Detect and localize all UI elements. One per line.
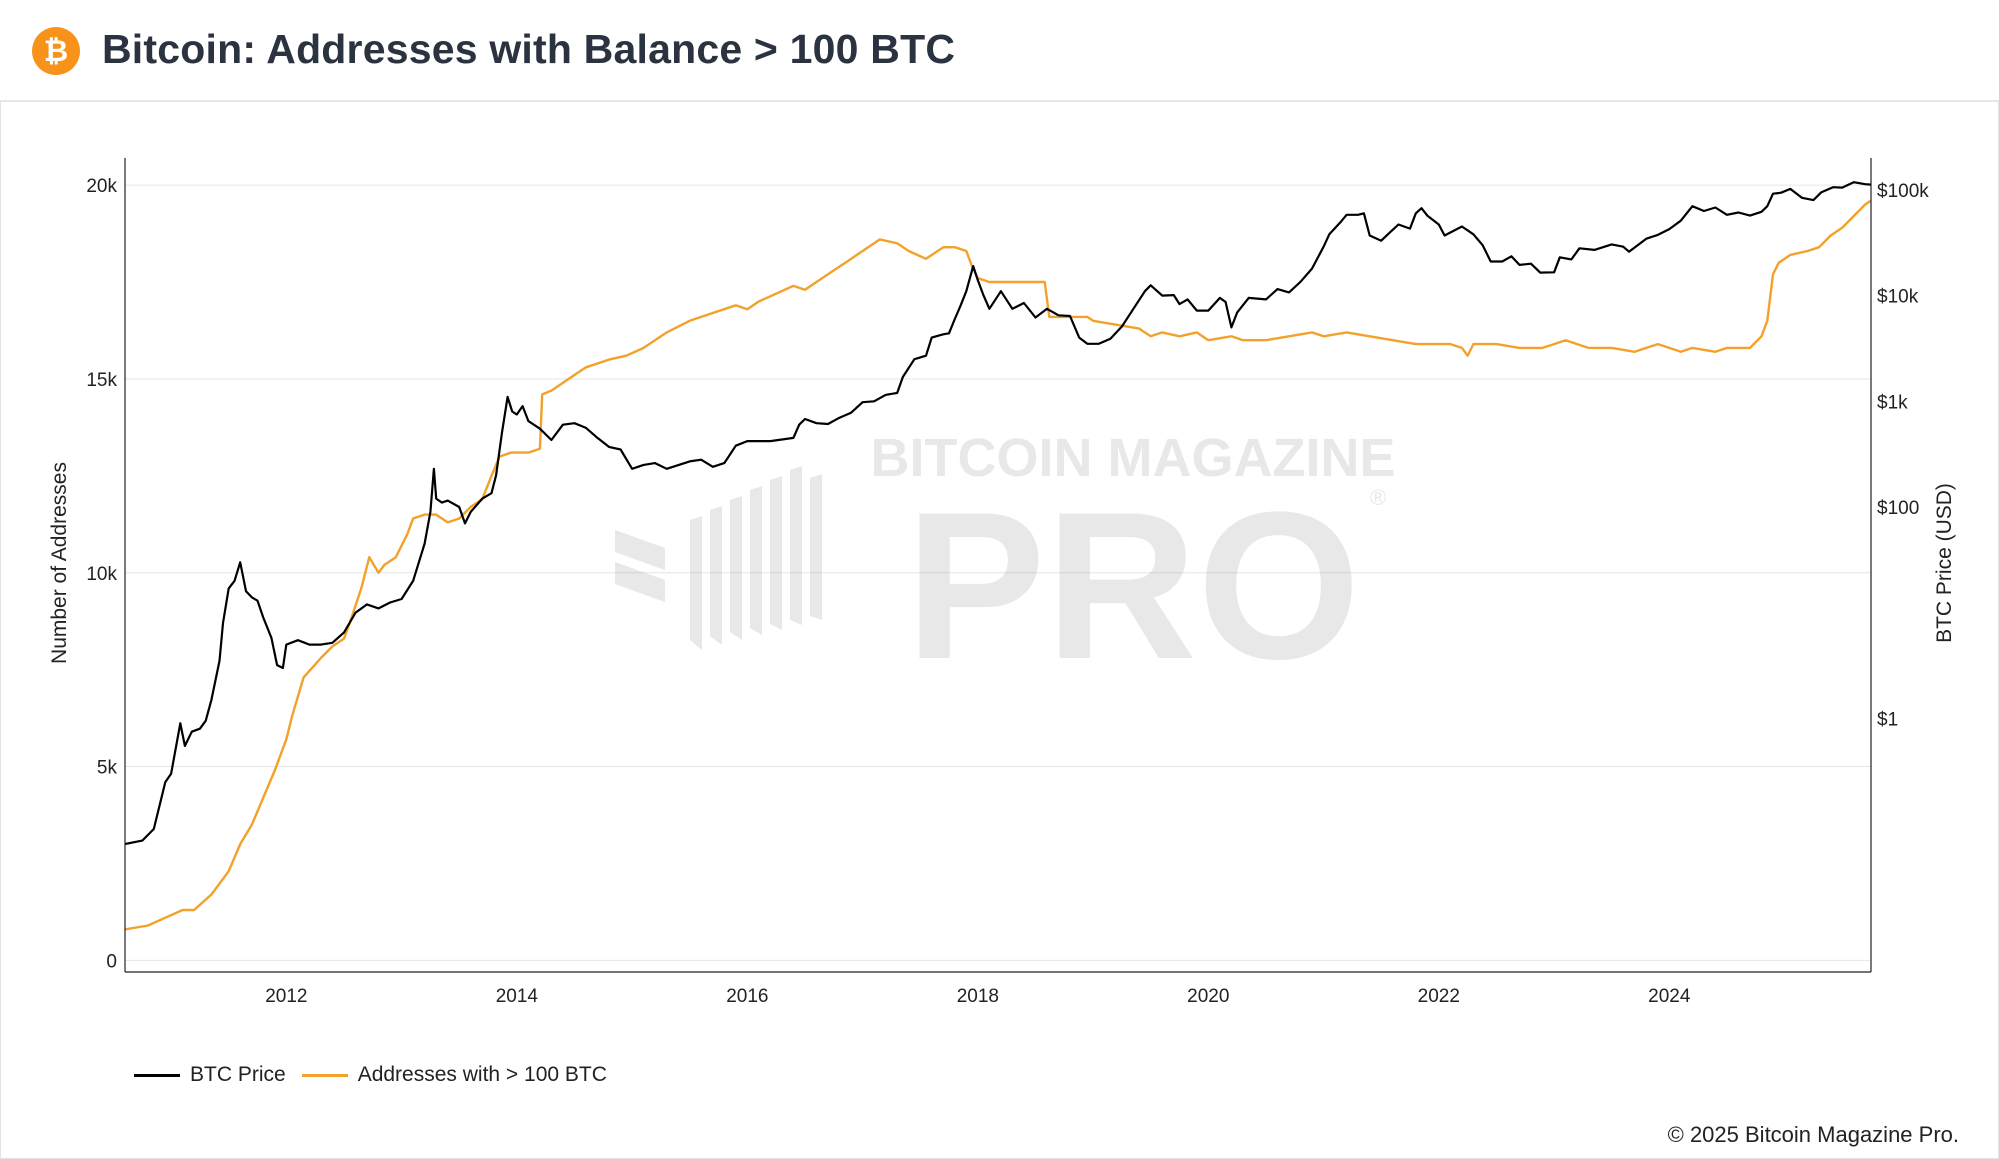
axes xyxy=(124,158,1872,973)
watermark-registered-mark: ® xyxy=(1370,485,1386,510)
y-right-tick-label: $1k xyxy=(1877,392,1908,413)
watermark-emblem xyxy=(615,466,822,650)
y-left-tick-label: 0 xyxy=(106,951,117,972)
x-tick-label: 2014 xyxy=(496,986,539,1007)
y-left-tick-label: 15k xyxy=(86,370,117,391)
watermark-line1: BITCOIN MAGAZINE xyxy=(871,428,1396,488)
legend-label-btc-price: BTC Price xyxy=(190,1063,286,1086)
y-axis-left-label: Number of Addresses xyxy=(48,462,71,664)
axis-ticks: 0 5k 10k 15k 20k $1 $100 $1k $10k $100k 2012 2014 20… xyxy=(86,176,1929,1007)
page-title: Bitcoin: Addresses with Balance > 100 BT… xyxy=(102,26,956,72)
y-right-tick-label: $100 xyxy=(1877,498,1919,519)
gridlines xyxy=(125,184,1871,961)
legend-swatch-addresses xyxy=(301,1073,348,1077)
legend-item-btc-price[interactable]: BTC Price xyxy=(134,1063,286,1087)
copyright-footer: © 2025 Bitcoin Magazine Pro. xyxy=(1667,1122,1959,1147)
watermark-line2: PRO xyxy=(905,468,1360,703)
x-tick-label: 2018 xyxy=(957,986,999,1007)
bitcoin-logo-icon: ₿ xyxy=(32,27,80,75)
y-right-tick-label: $100k xyxy=(1877,181,1929,202)
series-lines xyxy=(124,181,1872,931)
x-tick-label: 2024 xyxy=(1648,986,1691,1007)
legend-label-addresses: Addresses with > 100 BTC xyxy=(357,1063,607,1086)
y-right-tick-label: $1 xyxy=(1877,709,1898,730)
x-tick-label: 2016 xyxy=(726,986,768,1007)
header-bar: ₿ Bitcoin: Addresses with Balance > 100 … xyxy=(0,0,1999,102)
x-tick-label: 2022 xyxy=(1418,986,1460,1007)
watermark: BITCOIN MAGAZINE PRO ® xyxy=(615,428,1395,703)
y-axis-right-label: BTC Price (USD) xyxy=(1933,483,1956,643)
legend-swatch-btc-price xyxy=(134,1073,180,1077)
x-tick-label: 2012 xyxy=(265,986,307,1007)
x-tick-label: 2020 xyxy=(1187,986,1229,1007)
y-left-tick-label: 5k xyxy=(97,758,118,779)
chart-legend: BTC Price Addresses with > 100 BTC xyxy=(134,1063,623,1087)
y-left-tick-label: 20k xyxy=(86,176,117,197)
btc-price-line xyxy=(124,181,1872,846)
y-right-tick-label: $10k xyxy=(1877,287,1919,308)
addresses-line xyxy=(124,199,1872,931)
y-left-tick-label: 10k xyxy=(86,564,117,585)
legend-item-addresses[interactable]: Addresses with > 100 BTC xyxy=(301,1063,607,1087)
